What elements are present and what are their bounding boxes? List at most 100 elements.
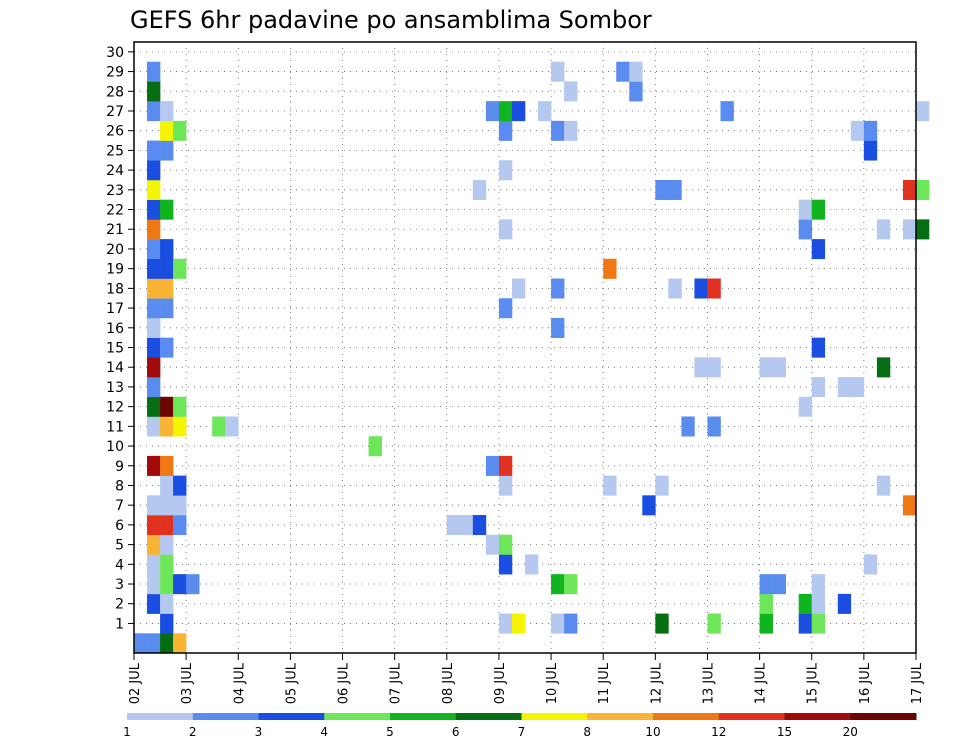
- heatmap-cell: [837, 593, 852, 614]
- y-tick-label: 28: [106, 84, 124, 100]
- heatmap-cell: [798, 199, 813, 220]
- legend-swatch: [784, 713, 851, 720]
- y-tick-label: 9: [115, 459, 124, 475]
- heatmap-cell: [707, 613, 721, 634]
- heatmap-cell: [551, 61, 565, 82]
- y-tick-label: 10: [106, 439, 124, 455]
- heatmap-cell: [147, 101, 161, 122]
- x-tick-label: 12 JUL: [649, 662, 664, 704]
- heatmap-cell: [694, 278, 708, 299]
- heatmap-cell: [147, 396, 161, 417]
- heatmap-cell: [147, 534, 161, 555]
- heatmap-cell: [368, 436, 382, 457]
- heatmap-cell: [485, 455, 500, 476]
- y-tick-label: 11: [106, 419, 124, 435]
- heatmap-cell: [629, 81, 643, 102]
- heatmap-cell: [160, 396, 174, 417]
- heatmap-cell: [459, 515, 474, 536]
- heatmap-cell: [485, 101, 500, 122]
- y-tick-label: 13: [106, 380, 124, 396]
- heatmap-cell: [863, 140, 878, 161]
- heatmap-cell: [160, 258, 174, 279]
- y-tick-label: 24: [106, 163, 124, 179]
- heatmap-cell: [485, 534, 500, 555]
- legend-swatch: [653, 713, 720, 720]
- heatmap-cell: [498, 475, 513, 496]
- legend-label: 4: [320, 725, 328, 739]
- heatmap-cell: [147, 377, 161, 398]
- heatmap-cell: [759, 574, 773, 595]
- legend-swatch: [324, 713, 391, 720]
- heatmap-cell: [160, 455, 174, 476]
- x-tick-label: 07 JUL: [389, 662, 404, 704]
- heatmap-cell: [720, 101, 734, 122]
- y-axis: 1234567891011121314151617181920212223242…: [106, 45, 134, 632]
- legend-label: 15: [777, 725, 792, 739]
- heatmap-cell: [160, 515, 174, 536]
- heatmap-cell: [837, 377, 852, 398]
- y-tick-label: 14: [106, 360, 124, 376]
- y-tick-label: 25: [106, 143, 124, 159]
- heatmap-cell: [616, 61, 630, 82]
- heatmap-cell: [759, 613, 773, 634]
- heatmap-cell: [668, 278, 682, 299]
- heatmap-cell: [811, 199, 826, 220]
- heatmap-cell: [147, 160, 161, 181]
- heatmap-cell: [160, 337, 174, 358]
- legend-swatch: [127, 713, 194, 720]
- heatmap-cell: [160, 633, 174, 654]
- heatmap-cell: [225, 416, 239, 437]
- heatmap-cell: [551, 120, 565, 141]
- heatmap-cell: [173, 495, 187, 516]
- y-tick-label: 18: [106, 281, 124, 297]
- heatmap-cell: [472, 179, 487, 200]
- y-tick-label: 6: [115, 518, 124, 534]
- heatmap-cell: [134, 633, 148, 654]
- x-tick-label: 14 JUL: [754, 662, 769, 704]
- y-tick-label: 19: [106, 262, 124, 278]
- heatmap-cell: [160, 140, 174, 161]
- heatmap-cell: [564, 81, 578, 102]
- heatmap-cell: [772, 357, 786, 378]
- heatmap-cell: [603, 258, 617, 279]
- heatmap-cell: [147, 81, 161, 102]
- y-tick-label: 23: [106, 183, 124, 199]
- heatmap-cell: [160, 199, 174, 220]
- heatmap-cell: [902, 495, 917, 516]
- legend-swatch: [192, 713, 259, 720]
- heatmap-cell: [160, 593, 174, 614]
- heatmap-cell: [916, 219, 930, 240]
- heatmap-cell: [655, 179, 669, 200]
- heatmap-cell: [173, 120, 187, 141]
- heatmap-cell: [186, 574, 200, 595]
- heatmap-cell: [498, 298, 513, 319]
- y-tick-label: 8: [115, 478, 124, 494]
- heatmap-cell: [147, 554, 161, 575]
- legend-label: 7: [518, 725, 526, 739]
- heatmap-cell: [147, 61, 161, 82]
- heatmap-cell: [916, 101, 930, 122]
- heatmap-cell: [173, 515, 187, 536]
- legend-label: 12: [711, 725, 726, 739]
- heatmap-cell: [668, 179, 682, 200]
- x-tick-label: 05 JUL: [284, 662, 299, 704]
- heatmap-cell: [147, 239, 161, 260]
- heatmap-cell: [876, 357, 891, 378]
- y-tick-label: 22: [106, 203, 124, 219]
- y-tick-label: 7: [115, 498, 124, 514]
- heatmap-cell: [551, 278, 565, 299]
- heatmap-cell: [160, 574, 174, 595]
- y-tick-label: 3: [115, 577, 124, 593]
- heatmap-cell: [498, 101, 513, 122]
- heatmap-cell: [498, 219, 513, 240]
- heatmap-cell: [551, 613, 565, 634]
- legend-label: 10: [645, 725, 660, 739]
- heatmap-cell: [538, 101, 552, 122]
- y-tick-label: 12: [106, 400, 124, 416]
- heatmap-cell: [147, 199, 161, 220]
- heatmap-cell: [160, 534, 174, 555]
- heatmap-cell: [498, 534, 513, 555]
- heatmap-cell: [160, 416, 174, 437]
- heatmap-cell: [147, 357, 161, 378]
